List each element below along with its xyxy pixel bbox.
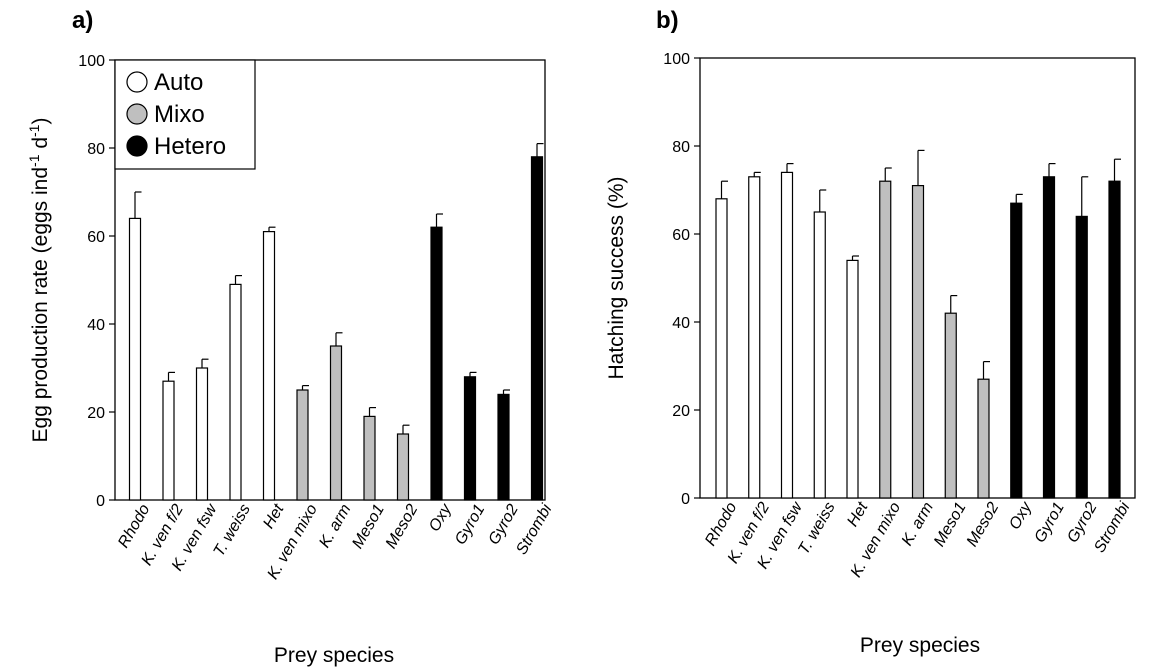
legend-swatch-auto (126, 71, 148, 93)
y-tick-label-0: 0 (681, 491, 690, 508)
x-tick-label-gyro1: Gyro1 (452, 502, 489, 548)
panel-b-y-ticks: 0 20 40 60 80 100 (663, 51, 700, 508)
panel-a-x-axis-title: Prey species (274, 644, 394, 667)
bar-t-weiss (813, 211, 826, 499)
bar-gyro2 (1075, 215, 1088, 499)
bar-meso1 (944, 312, 957, 499)
panel-b-y-axis-title: Hatching success (%) (605, 176, 628, 379)
legend: Auto Mixo Hetero (114, 59, 256, 170)
bar-k-ven-f-2 (162, 380, 175, 501)
y-tick-label-80: 80 (672, 139, 690, 156)
panel-b-bars (715, 149, 1121, 499)
panel-a-label: a) (72, 7, 93, 34)
bar-k-ven-f-2 (748, 176, 761, 499)
y-tick-label-60: 60 (87, 229, 105, 246)
bar-gyro1 (1042, 176, 1056, 499)
bar-rhodo (128, 217, 142, 501)
bar-oxy (1010, 202, 1023, 499)
y-tick-label-100: 100 (663, 51, 690, 68)
panel-b-label: b) (656, 7, 679, 34)
bar-k-arm (329, 345, 343, 501)
x-tick-label-meso1: Meso1 (349, 502, 388, 552)
bar-k-arm (911, 185, 925, 499)
legend-item-mixo: Mixo (126, 101, 205, 128)
bar-gyro2 (497, 393, 510, 501)
bar-gyro1 (463, 376, 477, 501)
x-tick-label-gyro2: Gyro2 (485, 501, 522, 547)
y-tick-label-60: 60 (672, 227, 690, 244)
bar-strombi (1108, 180, 1121, 499)
y-tick-label-40: 40 (672, 315, 690, 332)
legend-label-mixo: Mixo (154, 101, 205, 128)
bar-k-ven-fsw (195, 367, 209, 501)
bar-t-weiss (229, 283, 242, 501)
bar-oxy (430, 226, 443, 501)
x-tick-label-meso2: Meso2 (964, 499, 1003, 549)
bar-het (846, 259, 859, 499)
legend-label-hetero: Hetero (154, 133, 226, 160)
legend-item-hetero: Hetero (126, 133, 226, 160)
x-tick-label-gyro1: Gyro1 (1031, 500, 1068, 546)
bar-strombi (530, 156, 544, 501)
bar-k-ven-mixo (296, 389, 309, 501)
bar-meso2 (977, 378, 990, 499)
legend-label-auto: Auto (154, 69, 203, 96)
y-tick-label-80: 80 (87, 141, 105, 158)
bar-meso2 (396, 433, 410, 501)
y-tick-label-0: 0 (96, 493, 105, 510)
bar-k-ven-mixo (879, 180, 892, 499)
y-tick-label-40: 40 (87, 317, 105, 334)
bar-het (262, 231, 276, 501)
legend-swatch-hetero (126, 135, 148, 157)
x-tick-label-het: Het (844, 499, 871, 530)
panel-a-y-ticks: 0 20 40 60 80 100 (78, 53, 115, 510)
bar-k-ven-fsw (780, 171, 794, 499)
y-tick-label-100: 100 (78, 53, 105, 70)
bar-rhodo (715, 198, 728, 499)
panel-a-y-axis-title: Egg production rate (eggs ind-1 d-1) (26, 118, 52, 443)
bar-meso1 (363, 415, 376, 501)
y-tick-label-20: 20 (672, 403, 690, 420)
x-tick-label-het: Het (260, 501, 287, 532)
x-tick-label-meso2: Meso2 (383, 501, 422, 551)
y-tick-label-20: 20 (87, 405, 105, 422)
legend-swatch-mixo (126, 103, 148, 125)
legend-item-auto: Auto (126, 69, 203, 96)
x-tick-label-oxy: Oxy (426, 501, 455, 535)
panel-b-x-axis-title: Prey species (860, 634, 980, 657)
x-tick-label-oxy: Oxy (1006, 499, 1035, 533)
panel-a-bars (128, 143, 544, 501)
